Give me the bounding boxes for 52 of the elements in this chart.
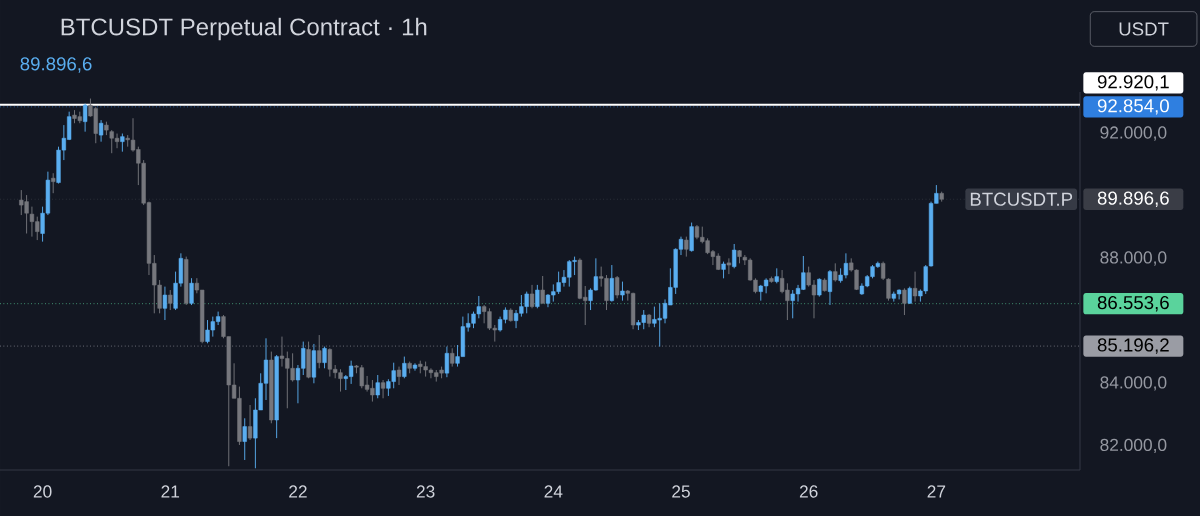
candlestick xyxy=(98,119,104,143)
x-tick-label: 20 xyxy=(33,485,52,498)
text: USDT xyxy=(1119,22,1169,36)
candlestick xyxy=(615,275,620,299)
candlestick xyxy=(375,374,380,399)
candlestick xyxy=(247,404,253,441)
candlestick xyxy=(833,262,838,283)
candlestick xyxy=(450,347,455,368)
x-tick-label: 23 xyxy=(416,485,435,498)
candlestick xyxy=(902,287,907,316)
candlestick xyxy=(317,334,322,369)
candlestick xyxy=(51,172,56,194)
candlestick xyxy=(535,284,540,309)
candlestick xyxy=(322,346,327,369)
chart-title: BTCUSDT Perpetual Contract · 1h xyxy=(61,17,427,41)
candlestick xyxy=(396,366,402,386)
x-tick-label: 24 xyxy=(544,485,563,498)
ref-line-label: 85.196,2 xyxy=(1097,338,1169,354)
annotation: BTCUSDT.P xyxy=(970,192,1073,206)
y-tick-label: 82.000,0 xyxy=(1100,438,1167,454)
candlestick xyxy=(726,257,732,275)
ref-line-label: 92.854,0 xyxy=(1097,99,1169,115)
candlestick xyxy=(540,275,545,304)
x-tick-label: 27 xyxy=(927,485,946,498)
candlestick xyxy=(732,243,737,269)
candlestick xyxy=(189,277,194,306)
y-tick-label: 92.000,0 xyxy=(1100,126,1167,141)
ref-line-label: 89.896,6 xyxy=(1097,191,1169,207)
candlestick xyxy=(827,269,833,306)
candlestick xyxy=(817,277,822,298)
chart-subtitle: 89.896,6 xyxy=(20,57,92,73)
candlestick xyxy=(120,133,125,153)
candlestick xyxy=(684,236,689,258)
y-tick-label: 84.000,0 xyxy=(1100,376,1167,391)
candlestick xyxy=(444,346,450,378)
x-tick-label: 26 xyxy=(799,485,818,498)
candlestick xyxy=(609,264,614,303)
y-tick-label: 88.000,0 xyxy=(1100,251,1167,266)
candlestick xyxy=(168,289,173,311)
candlestick xyxy=(242,417,247,461)
candlestick xyxy=(402,356,407,379)
x-tick-label: 25 xyxy=(672,485,690,498)
candlestick xyxy=(529,284,535,309)
candlestick xyxy=(380,379,386,399)
ref-line-label: 92.920,1 xyxy=(1097,75,1169,91)
candlestick xyxy=(620,281,625,302)
candlestick xyxy=(162,286,168,321)
ref-line-label: 86.553,6 xyxy=(1097,295,1169,312)
x-tick-label: 21 xyxy=(161,485,180,498)
candlestick xyxy=(82,103,88,133)
x-tick-label: 22 xyxy=(289,485,307,498)
candlestick xyxy=(912,271,918,303)
